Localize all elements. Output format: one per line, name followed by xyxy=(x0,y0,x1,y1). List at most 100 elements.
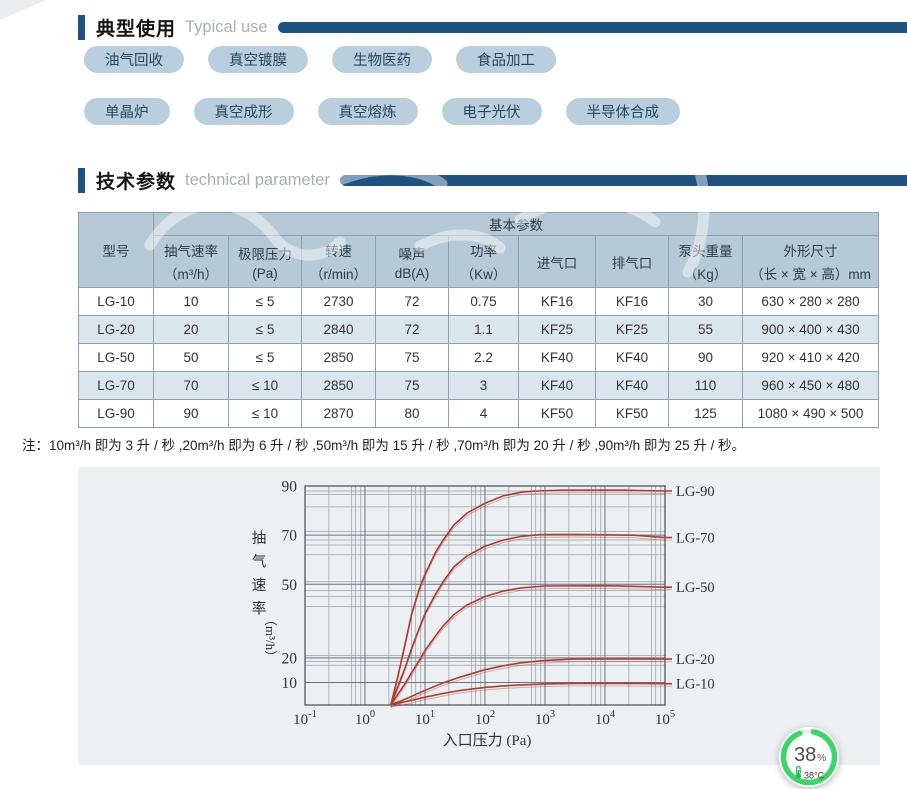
badge-percent-symbol: % xyxy=(817,752,826,764)
y-tick-label: 90 xyxy=(282,479,298,496)
section-marker-bar xyxy=(78,14,85,40)
table-cell: KF40 xyxy=(518,371,596,400)
application-tag: 油气回收 xyxy=(84,46,184,73)
table-cell: 50 xyxy=(153,343,229,372)
application-tag: 单晶炉 xyxy=(84,98,170,125)
table-cell: ≤ 5 xyxy=(228,287,302,316)
column-header: 泵头重量 （Kg） xyxy=(668,235,743,288)
table-cell: KF25 xyxy=(595,315,669,344)
table-cell: 2870 xyxy=(301,399,376,428)
table-cell: 3 xyxy=(448,371,519,400)
chart-panel: LG-90 LG-70 LG-50 LG-20 LG-10 10 20 50 70 90 10-1 1… xyxy=(78,467,880,765)
table-cell: LG-20 xyxy=(78,315,154,344)
column-header: 转速 （r/min） xyxy=(301,235,376,288)
table-cell: LG-70 xyxy=(78,371,154,400)
table-cell: 0.75 xyxy=(448,287,519,316)
series-curve-shadow xyxy=(390,685,672,708)
section-header-technical-parameter: 技术参数 technical parameter xyxy=(78,166,907,194)
x-tick-label: 104 xyxy=(595,709,616,728)
application-tag: 真空成形 xyxy=(193,98,294,125)
table-cell: 90 xyxy=(668,343,743,372)
y-tick-label: 50 xyxy=(282,577,298,594)
application-tag: 电子光伏 xyxy=(441,98,542,125)
y-axis-title-char: 速 xyxy=(252,577,267,594)
table-cell: KF50 xyxy=(595,399,669,428)
column-header: 抽气速率 （m³/h） xyxy=(153,235,229,288)
y-tick-label: 10 xyxy=(282,675,298,692)
table-cell: 110 xyxy=(668,371,743,400)
section-rule-bar xyxy=(277,21,907,33)
table-cell: 630 × 280 × 280 xyxy=(741,287,880,316)
table-cell: 2840 xyxy=(301,315,376,344)
table-cell: 10 xyxy=(153,287,229,316)
table-cell: 75 xyxy=(375,371,449,400)
table-footnote: 注：10m³/h 即为 3 升 / 秒 ,20m³/h 即为 6 升 / 秒 ,… xyxy=(22,438,746,453)
table-row: LG-50 50 ≤ 5 2850 75 2.2 KF40 KF40 90 920 × 410 ×… xyxy=(78,343,880,372)
table-cell: 90 xyxy=(153,399,229,428)
column-header-model: 型号 xyxy=(78,212,154,288)
table-cell: 920 × 410 × 420 xyxy=(741,343,880,372)
table-cell: KF40 xyxy=(518,343,596,372)
section-header-typical-use: 典型使用 Typical use xyxy=(78,13,907,41)
table-cell: ≤ 5 xyxy=(228,343,302,372)
table-cell: 55 xyxy=(668,315,743,344)
table-cell: ≤ 5 xyxy=(228,315,302,344)
y-axis-title-char: 率 xyxy=(252,601,267,618)
plot-border xyxy=(304,485,666,706)
table-cell: 20 xyxy=(153,315,229,344)
section-marker-bar xyxy=(78,167,85,193)
application-tag: 生物医药 xyxy=(332,46,432,73)
section-title-en: technical parameter xyxy=(185,170,330,189)
series-curve-shadow xyxy=(390,587,672,708)
pumping-speed-chart: LG-90 LG-70 LG-50 LG-20 LG-10 10 20 50 70 90 10-1 1… xyxy=(252,479,715,749)
table-cell: 75 xyxy=(375,343,449,372)
table-cell: ≤ 10 xyxy=(228,371,302,400)
series-label: LG-20 xyxy=(676,652,715,668)
series-curve-shadow xyxy=(390,536,672,708)
section-title-zh: 典型使用 xyxy=(96,18,177,40)
application-tag: 半导体合成 xyxy=(565,98,680,125)
table-cell: 125 xyxy=(668,399,743,428)
application-tag: 真空熔炼 xyxy=(317,98,418,125)
series-label: LG-90 xyxy=(676,484,715,500)
table-cell: 900 × 400 × 430 xyxy=(741,315,880,344)
badge-temperature: 38°C xyxy=(804,771,825,781)
x-axis-title: 入口压力 (Pa) xyxy=(443,732,532,749)
series-curve-shadow xyxy=(390,492,672,708)
spec-table: 型号 基本参数 抽气速率 （m³/h） 极限压力 (Pa) 转速 （r/min） 噪声 dB(A)… xyxy=(78,212,880,428)
y-tick-label: 20 xyxy=(282,650,298,667)
series-curve-LG-90 xyxy=(390,489,672,705)
table-cell: KF40 xyxy=(595,371,669,400)
column-header: 功率 （Kw） xyxy=(448,235,519,288)
series-curve-LG-20 xyxy=(390,658,672,706)
table-row: LG-10 10 ≤ 5 2730 72 0.75 KF16 KF16 30 630 × 280 … xyxy=(78,287,880,316)
table-cell: LG-90 xyxy=(78,399,154,428)
thermometer-icon xyxy=(795,765,801,779)
x-tick-label: 103 xyxy=(535,709,555,728)
table-cell: KF40 xyxy=(595,343,669,372)
table-cell: KF25 xyxy=(518,315,596,344)
x-tick-label: 100 xyxy=(355,709,375,728)
table-cell: KF16 xyxy=(518,287,596,316)
page-corner-decoration xyxy=(0,0,46,20)
group-header-basic-parameters: 基本参数 xyxy=(152,212,880,236)
table-cell: 1080 × 490 × 500 xyxy=(741,399,880,428)
table-cell: 960 × 450 × 480 xyxy=(741,371,880,400)
table-cell: LG-10 xyxy=(78,287,154,316)
table-cell: 80 xyxy=(375,399,449,428)
application-tag: 真空镀膜 xyxy=(208,46,308,73)
table-cell: 72 xyxy=(375,287,449,316)
table-row: LG-90 90 ≤ 10 2870 80 4 KF50 KF50 125 1080 × 490 … xyxy=(78,399,880,428)
table-cell: 2850 xyxy=(301,371,376,400)
table-cell: 30 xyxy=(668,287,743,316)
series-label: LG-10 xyxy=(676,677,715,693)
series-curve-LG-70 xyxy=(390,533,672,705)
table-cell: 2.2 xyxy=(448,343,519,372)
system-monitor-badge[interactable]: 38 % 38°C xyxy=(776,726,842,789)
table-cell: 70 xyxy=(153,371,229,400)
section-rule-bar xyxy=(339,174,907,186)
table-cell: LG-50 xyxy=(78,343,154,372)
table-cell: 2850 xyxy=(301,343,376,372)
y-axis-title-char: 抽 xyxy=(252,530,267,547)
